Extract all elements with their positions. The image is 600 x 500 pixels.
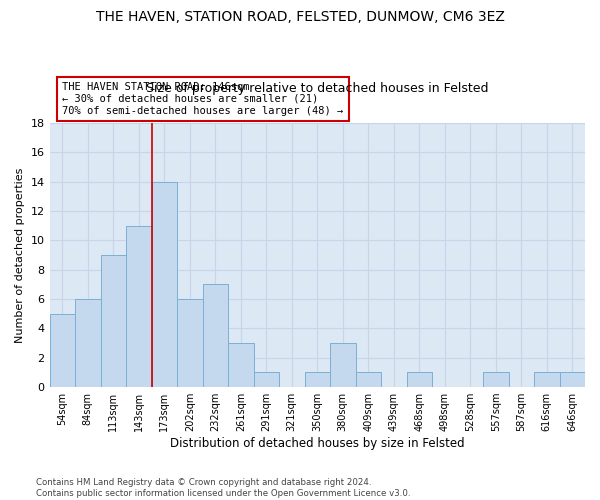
Bar	[305, 372, 330, 387]
Bar	[152, 182, 177, 387]
Bar	[50, 314, 75, 387]
Text: THE HAVEN STATION ROAD: 146sqm
← 30% of detached houses are smaller (21)
70% of : THE HAVEN STATION ROAD: 146sqm ← 30% of …	[62, 82, 344, 116]
Bar	[483, 372, 509, 387]
Bar	[203, 284, 228, 387]
Bar	[254, 372, 279, 387]
Bar	[407, 372, 432, 387]
Bar	[534, 372, 560, 387]
Bar	[560, 372, 585, 387]
X-axis label: Distribution of detached houses by size in Felsted: Distribution of detached houses by size …	[170, 437, 464, 450]
Text: Contains HM Land Registry data © Crown copyright and database right 2024.
Contai: Contains HM Land Registry data © Crown c…	[36, 478, 410, 498]
Title: Size of property relative to detached houses in Felsted: Size of property relative to detached ho…	[146, 82, 488, 96]
Bar	[330, 343, 356, 387]
Bar	[177, 299, 203, 387]
Bar	[101, 255, 126, 387]
Bar	[228, 343, 254, 387]
Bar	[356, 372, 381, 387]
Bar	[126, 226, 152, 387]
Bar	[75, 299, 101, 387]
Y-axis label: Number of detached properties: Number of detached properties	[15, 168, 25, 342]
Text: THE HAVEN, STATION ROAD, FELSTED, DUNMOW, CM6 3EZ: THE HAVEN, STATION ROAD, FELSTED, DUNMOW…	[95, 10, 505, 24]
